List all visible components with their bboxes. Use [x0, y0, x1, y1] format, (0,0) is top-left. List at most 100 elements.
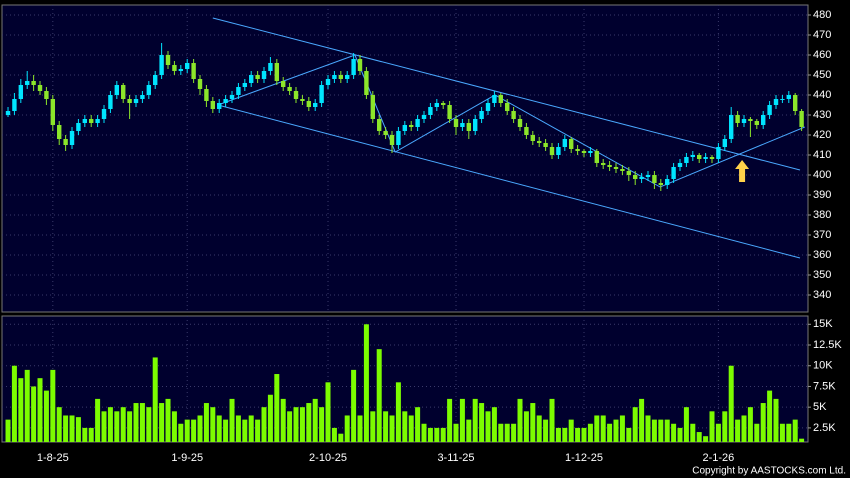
volume-bar [722, 411, 728, 442]
y-tick-label: 430 [813, 109, 831, 121]
candle-body [690, 155, 696, 157]
volume-bar [248, 415, 254, 442]
volume-bar [728, 365, 734, 442]
volume-bar [747, 407, 753, 442]
candle-body [63, 139, 68, 145]
candle-body [741, 119, 747, 123]
candle-body [620, 169, 625, 171]
candle-body [255, 75, 260, 79]
candle-body [287, 87, 292, 91]
candle-body [281, 81, 286, 87]
volume-bar [101, 411, 107, 442]
x-tick-label: 1-12-25 [565, 452, 603, 464]
candle-body [370, 95, 376, 119]
volume-bar [498, 423, 504, 442]
volume-bar [338, 433, 344, 442]
candle-body [581, 151, 587, 153]
candle-body [460, 123, 465, 127]
y-tick-label: 460 [813, 49, 831, 61]
candle-body [402, 125, 408, 131]
volume-bar [453, 423, 459, 442]
volume-bar [146, 407, 152, 442]
volume-bar [447, 398, 453, 442]
volume-bar [664, 419, 670, 442]
volume-bar [139, 403, 145, 442]
volume-bar [555, 427, 561, 442]
volume-bar [485, 411, 491, 442]
candle-body [351, 59, 356, 75]
volume-bar [69, 415, 75, 442]
volume-bar [466, 419, 472, 442]
candle-body [306, 101, 312, 107]
price-panel [1, 4, 809, 313]
candle-body [396, 131, 401, 145]
candle-body [229, 95, 235, 99]
candle-body [25, 81, 30, 85]
candle-body [191, 63, 196, 79]
volume-bar [120, 407, 126, 442]
volume-bar [651, 419, 657, 442]
volume-bar [5, 419, 11, 442]
volume-bar [107, 407, 113, 442]
y-tick-label: 410 [813, 149, 831, 161]
volume-bar [37, 378, 43, 442]
arrow [735, 160, 750, 182]
y-tick-label: 420 [813, 129, 831, 141]
volume-bar [331, 427, 337, 442]
candle-body [146, 85, 152, 95]
candle-body [5, 111, 11, 115]
candle-body [357, 59, 363, 71]
y-tick-label: 380 [813, 209, 831, 221]
candle-body [556, 147, 561, 155]
volume-bar [235, 415, 241, 442]
y-tick-label: 10K [813, 360, 833, 372]
candle-body [82, 119, 88, 123]
volume-bar [434, 427, 440, 442]
candle-body [172, 65, 177, 71]
candle-body [786, 95, 792, 99]
volume-bar [402, 411, 408, 442]
volume-bar [165, 398, 171, 442]
candle-body [236, 87, 241, 95]
volume-bar [319, 407, 325, 442]
volume-bar [677, 427, 683, 442]
volume-bar [427, 427, 433, 442]
volume-bar [530, 403, 536, 442]
candle-body [313, 103, 318, 107]
candle-body [473, 119, 478, 131]
candle-body [319, 85, 324, 103]
volume-bar [293, 407, 299, 442]
candle-body [511, 111, 516, 119]
candle-body [345, 75, 350, 79]
volume-bar [696, 432, 702, 442]
candle-body [57, 125, 62, 139]
volume-bar [363, 324, 369, 442]
candle-body [562, 139, 568, 147]
volume-bar [383, 411, 389, 442]
candle-body [332, 75, 337, 79]
volume-bar [626, 427, 632, 442]
candle-body [549, 147, 555, 155]
volume-bar [389, 415, 395, 442]
volume-bar [786, 423, 792, 442]
volume-bar [82, 427, 88, 442]
candle-body [671, 167, 676, 179]
candle-body [665, 179, 670, 185]
volume-bar [203, 403, 209, 442]
candle-body [268, 63, 273, 71]
volume-bar [562, 427, 568, 442]
volume-bar [671, 423, 677, 442]
y-tick-label: 400 [813, 169, 831, 181]
candle-body [389, 135, 395, 145]
volume-bar [619, 415, 625, 442]
candle-body [754, 121, 760, 125]
candle-body [722, 139, 728, 147]
candle-body [530, 135, 536, 141]
x-tick-label: 3-11-25 [437, 452, 474, 464]
volume-bar [306, 403, 312, 442]
volume-bar [792, 419, 798, 442]
candle-body [300, 99, 305, 101]
candle-body [793, 95, 798, 111]
candle-body [364, 71, 369, 95]
candle-body [428, 107, 433, 115]
